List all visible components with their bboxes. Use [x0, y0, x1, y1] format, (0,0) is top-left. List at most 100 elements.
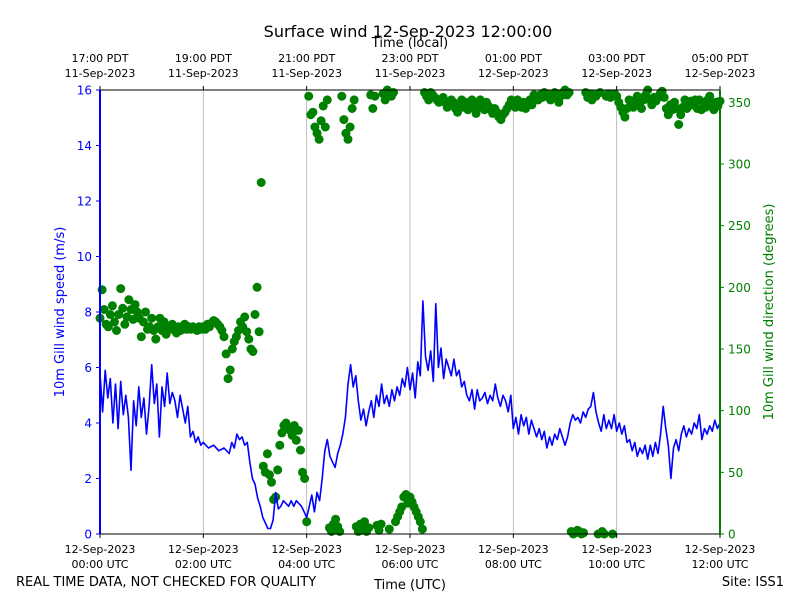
y-axis-label-right: 10m Gill wind direction (degrees) — [762, 204, 777, 421]
bottom-tick-date: 12-Sep-2023 — [375, 543, 446, 556]
direction-point — [320, 122, 330, 132]
direction-point — [370, 91, 380, 101]
direction-point — [240, 312, 250, 322]
direction-point — [225, 365, 235, 375]
direction-point — [110, 317, 119, 327]
right-tick-label: 200 — [728, 281, 751, 295]
bottom-tick-time: 02:00 UTC — [175, 558, 232, 571]
direction-point — [293, 425, 303, 435]
left-tick-label: 8 — [84, 306, 92, 320]
direction-point — [314, 134, 324, 144]
direction-point — [302, 517, 312, 527]
direction-point — [368, 104, 378, 113]
direction-point — [705, 91, 715, 101]
right-tick-label: 50 — [728, 466, 743, 480]
right-tick-label: 250 — [728, 219, 751, 233]
direction-point — [620, 112, 630, 122]
top-tick-time: 05:00 PDT — [691, 52, 748, 65]
direction-point — [339, 115, 349, 125]
direction-point — [659, 92, 669, 102]
direction-point — [118, 303, 128, 313]
bottom-tick-date: 12-Sep-2023 — [581, 543, 652, 556]
direction-point — [105, 310, 115, 319]
direction-point — [248, 347, 258, 356]
direction-point — [141, 307, 150, 317]
direction-point — [389, 88, 398, 97]
left-tick-label: 6 — [84, 361, 92, 375]
direction-point — [275, 440, 285, 450]
direction-point — [527, 100, 537, 110]
top-tick-date: 11-Sep-2023 — [65, 67, 136, 80]
direction-point — [219, 332, 229, 342]
direction-point — [676, 110, 686, 120]
top-tick-time: 23:00 PDT — [381, 52, 438, 65]
right-axis-ticks: 0 50 100 150 200 250 300 350 — [720, 96, 751, 542]
direction-point — [256, 178, 266, 187]
top-tick-date: 12-Sep-2023 — [478, 67, 549, 80]
top-tick-date: 11-Sep-2023 — [271, 67, 342, 80]
direction-point — [277, 428, 287, 438]
direction-point — [637, 104, 646, 113]
direction-point — [337, 91, 347, 101]
right-tick-label: 300 — [728, 158, 751, 172]
direction-point — [296, 445, 305, 455]
direction-point — [250, 310, 260, 319]
speed-series — [99, 300, 721, 530]
bottom-tick-time: 08:00 UTC — [485, 558, 542, 571]
left-tick-label: 16 — [77, 84, 92, 98]
direction-point — [453, 107, 462, 117]
direction-point — [112, 326, 121, 335]
direction-point — [267, 477, 276, 487]
top-axis-ticks: 17:00 PDT 11-Sep-2023 19:00 PDT 11-Sep-2023… — [65, 52, 755, 90]
bottom-tick-time: 10:00 UTC — [588, 558, 645, 571]
vertical-grid — [202, 90, 618, 534]
right-tick-label: 0 — [728, 528, 736, 542]
direction-point — [384, 524, 394, 534]
direction-point — [308, 107, 318, 117]
bottom-tick-time: 12:00 UTC — [691, 558, 748, 571]
direction-point — [252, 282, 262, 292]
direction-point — [417, 524, 427, 534]
direction-point — [116, 284, 126, 294]
direction-point — [304, 91, 314, 101]
direction-point — [273, 465, 283, 475]
direction-point — [376, 519, 386, 529]
direction-point — [147, 313, 157, 323]
direction-point — [345, 122, 355, 132]
direction-point — [347, 104, 357, 113]
bottom-tick-date: 12-Sep-2023 — [271, 543, 342, 556]
direction-point — [242, 327, 252, 337]
direction-point — [120, 319, 130, 329]
direction-point — [579, 528, 589, 538]
right-tick-label: 350 — [728, 96, 751, 110]
direction-point — [244, 334, 254, 344]
direction-point — [107, 301, 117, 311]
direction-point — [99, 305, 109, 314]
top-axis-title: Time (local) — [371, 36, 448, 51]
bottom-tick-date: 12-Sep-2023 — [685, 543, 756, 556]
left-tick-label: 12 — [77, 195, 92, 209]
direction-point — [564, 88, 574, 97]
left-axis-ticks: 0 2 4 6 8 10 12 14 16 — [77, 84, 100, 542]
direction-point — [223, 374, 233, 384]
chart-title: Surface wind 12-Sep-2023 12:00:00 — [264, 22, 553, 41]
direction-point — [300, 474, 310, 483]
top-tick-date: 12-Sep-2023 — [581, 67, 652, 80]
top-tick-time: 21:00 PDT — [278, 52, 335, 65]
top-tick-time: 01:00 PDT — [485, 52, 542, 65]
direction-point — [674, 120, 684, 129]
left-tick-label: 2 — [84, 472, 92, 486]
direction-point — [467, 95, 477, 105]
top-tick-date: 11-Sep-2023 — [375, 67, 446, 80]
bottom-axis-ticks: 12-Sep-2023 00:00 UTC 12-Sep-2023 02:00 UTC… — [65, 534, 756, 571]
direction-point — [322, 95, 332, 105]
direction-point — [97, 285, 107, 295]
direction-point — [124, 295, 134, 305]
direction-point — [130, 300, 140, 310]
direction-point — [227, 344, 237, 354]
direction-point — [103, 322, 113, 332]
left-tick-label: 4 — [84, 417, 92, 431]
bottom-tick-time: 06:00 UTC — [381, 558, 438, 571]
direction-point — [331, 514, 341, 524]
